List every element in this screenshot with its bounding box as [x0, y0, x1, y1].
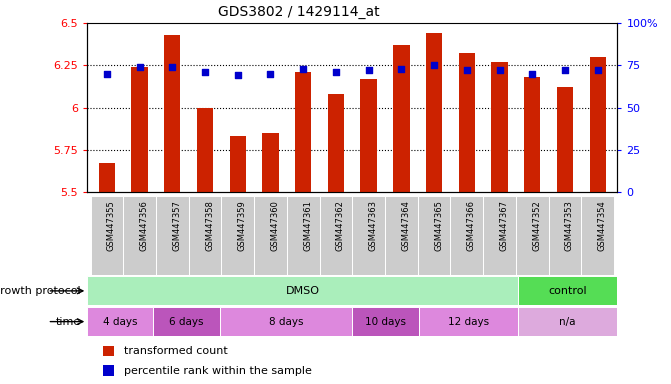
Bar	[87, 276, 518, 305]
Point	[101, 71, 112, 77]
Text: GSM447364: GSM447364	[401, 200, 411, 251]
Point	[396, 66, 407, 72]
Bar	[254, 196, 287, 275]
Bar	[220, 307, 352, 336]
Bar	[287, 196, 319, 275]
Point	[494, 67, 505, 73]
Text: 4 days: 4 days	[103, 316, 138, 327]
Bar	[450, 196, 483, 275]
Bar	[189, 196, 221, 275]
Bar	[123, 196, 156, 275]
Text: 10 days: 10 days	[365, 316, 406, 327]
Point	[167, 64, 178, 70]
Point	[592, 67, 603, 73]
Point	[134, 64, 145, 70]
Point	[265, 71, 276, 77]
Text: GSM447354: GSM447354	[598, 200, 607, 250]
Text: GSM447356: GSM447356	[140, 200, 148, 251]
Point	[331, 69, 342, 75]
Bar	[419, 307, 518, 336]
Point	[429, 62, 440, 68]
Bar	[518, 307, 617, 336]
Bar	[360, 79, 377, 192]
Bar	[156, 196, 189, 275]
Text: GSM447353: GSM447353	[565, 200, 574, 251]
Point	[200, 69, 211, 75]
Text: growth protocol: growth protocol	[0, 286, 81, 296]
Bar	[352, 307, 419, 336]
Bar	[352, 196, 385, 275]
Bar	[164, 35, 180, 192]
Bar	[426, 33, 442, 192]
Text: GSM447362: GSM447362	[336, 200, 345, 251]
Bar	[590, 57, 606, 192]
Bar	[524, 77, 540, 192]
Text: GSM447367: GSM447367	[499, 200, 509, 251]
Bar	[87, 307, 154, 336]
Bar	[516, 196, 549, 275]
Text: DMSO: DMSO	[286, 286, 319, 296]
Bar	[483, 196, 516, 275]
Bar	[385, 196, 418, 275]
Bar	[327, 94, 344, 192]
Text: GSM447360: GSM447360	[270, 200, 279, 251]
Bar	[103, 365, 114, 376]
Bar	[91, 196, 123, 275]
Text: GSM447366: GSM447366	[467, 200, 476, 251]
Text: time: time	[55, 316, 81, 327]
Text: GSM447357: GSM447357	[172, 200, 181, 251]
Point	[232, 72, 243, 78]
Text: percentile rank within the sample: percentile rank within the sample	[124, 366, 312, 376]
Bar	[262, 133, 278, 192]
Bar	[557, 87, 573, 192]
Text: GSM447365: GSM447365	[434, 200, 443, 251]
Bar	[221, 196, 254, 275]
Text: GSM447361: GSM447361	[303, 200, 312, 251]
Point	[363, 67, 374, 73]
Text: GSM447359: GSM447359	[238, 200, 247, 250]
Bar	[518, 276, 617, 305]
Bar	[99, 163, 115, 192]
Bar	[154, 307, 220, 336]
Bar	[418, 196, 450, 275]
Bar	[549, 196, 581, 275]
Bar	[229, 136, 246, 192]
Text: GSM447352: GSM447352	[532, 200, 541, 250]
Bar	[491, 62, 508, 192]
Point	[560, 67, 570, 73]
Bar	[458, 53, 475, 192]
Text: control: control	[548, 286, 587, 296]
Bar	[295, 72, 311, 192]
Text: GSM447355: GSM447355	[107, 200, 116, 250]
Title: GDS3802 / 1429114_at: GDS3802 / 1429114_at	[219, 5, 380, 19]
Text: 6 days: 6 days	[169, 316, 204, 327]
Text: 12 days: 12 days	[448, 316, 488, 327]
Text: GSM447358: GSM447358	[205, 200, 214, 251]
Text: 8 days: 8 days	[269, 316, 303, 327]
Bar	[393, 45, 409, 192]
Bar	[319, 196, 352, 275]
Bar	[132, 67, 148, 192]
Text: transformed count: transformed count	[124, 346, 228, 356]
Bar	[197, 108, 213, 192]
Point	[298, 66, 309, 72]
Bar	[581, 196, 614, 275]
Text: GSM447363: GSM447363	[368, 200, 378, 251]
Point	[527, 71, 537, 77]
Point	[462, 67, 472, 73]
Text: n/a: n/a	[560, 316, 576, 327]
Bar	[103, 346, 114, 356]
